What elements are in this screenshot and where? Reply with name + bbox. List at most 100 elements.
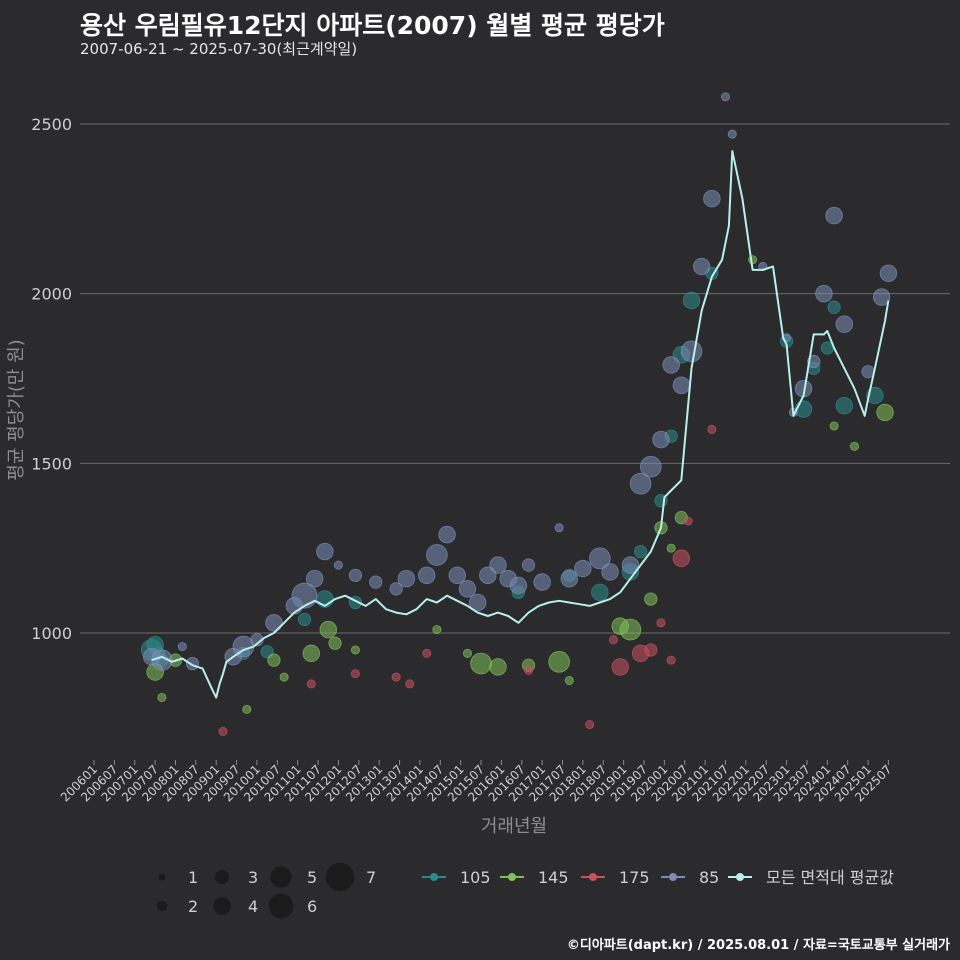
point-85	[554, 523, 564, 533]
point-175	[608, 635, 618, 645]
point-85	[835, 315, 853, 333]
legend-label: 모든 면적대 평균값	[766, 868, 894, 887]
legend-key-dot	[508, 873, 516, 881]
size-legend-label: 4	[248, 897, 258, 916]
point-85	[369, 575, 383, 589]
point-145	[548, 651, 570, 673]
point-85	[489, 556, 507, 574]
legend-key-dot	[430, 873, 438, 881]
size-legend-circle-1	[158, 873, 166, 881]
point-175	[524, 665, 534, 675]
point-85	[316, 542, 334, 561]
point-85	[418, 566, 436, 585]
point-145	[279, 672, 289, 682]
point-85	[879, 264, 898, 283]
x-axis-ticks: 2006012006072007012007072008012008072009…	[58, 760, 895, 805]
point-175	[666, 655, 676, 665]
y-tick-label: 1500	[31, 454, 72, 473]
point-145	[432, 625, 442, 635]
average-line	[151, 150, 890, 699]
point-85	[825, 206, 843, 225]
point-85	[438, 525, 456, 544]
point-175	[306, 679, 316, 689]
point-85	[448, 566, 466, 585]
point-85	[872, 288, 891, 306]
point-145	[644, 592, 658, 606]
point-85	[589, 547, 611, 570]
point-175	[391, 672, 401, 682]
point-145	[319, 620, 337, 639]
size-legend-circle-7	[325, 862, 355, 892]
point-175	[683, 516, 693, 526]
legend-label: 145	[538, 868, 569, 887]
point-85	[680, 340, 703, 363]
size-legend-circle-4	[213, 897, 231, 915]
point-85	[389, 582, 403, 596]
point-145	[619, 618, 642, 641]
y-axis-ticks: 1000 1500 2000 2500	[31, 115, 72, 643]
point-175	[656, 618, 666, 628]
point-145	[242, 704, 252, 714]
point-85	[177, 642, 187, 652]
point-145	[328, 636, 342, 650]
point-85	[703, 189, 721, 208]
point-85	[621, 556, 640, 574]
point-105	[591, 583, 609, 601]
point-85	[639, 455, 662, 478]
source-credit: ©디아파트(dapt.kr) / 2025.08.01 / 자료=국토교통부 실…	[566, 938, 950, 953]
data-points	[140, 92, 898, 736]
point-175	[672, 549, 691, 568]
point-175	[644, 643, 658, 657]
point-175	[422, 648, 432, 658]
point-85	[815, 284, 833, 303]
size-legend-circle-3	[214, 869, 230, 885]
legend-label: 85	[699, 868, 719, 887]
point-145	[849, 441, 859, 451]
legend-key-dot	[736, 873, 744, 881]
point-145	[302, 644, 320, 663]
point-85	[468, 593, 487, 612]
point-85	[509, 576, 528, 595]
point-85	[693, 257, 711, 276]
size-legend-circle-5	[270, 866, 292, 888]
size-legend-label: 7	[366, 868, 376, 887]
point-145	[829, 421, 839, 431]
chart-title: 용산 우림필유12단지 아파트(2007) 월별 평균 평당가	[80, 11, 665, 40]
size-legend-label: 2	[188, 897, 198, 916]
point-175	[707, 424, 717, 434]
size-legend-circle-2	[156, 900, 168, 912]
chart-subtitle: 2007-06-21 ~ 2025-07-30(최근계약일)	[80, 40, 358, 58]
point-105	[297, 612, 312, 627]
point-105	[682, 291, 701, 310]
size-legend-label: 1	[188, 868, 198, 887]
legend-key-dot	[589, 873, 597, 881]
point-85	[185, 656, 200, 671]
color-legend: 105 145 175 85 모든 면적대 평균값	[422, 868, 894, 887]
point-85	[458, 580, 477, 598]
point-145	[462, 648, 472, 658]
point-105	[633, 544, 648, 559]
legend-label: 105	[460, 868, 491, 887]
point-145	[489, 658, 507, 676]
legend-label: 175	[619, 868, 650, 887]
size-legend-label: 6	[307, 897, 317, 916]
grid-lines	[80, 123, 950, 634]
average-line-layer	[151, 150, 890, 699]
point-145	[666, 543, 676, 553]
point-85	[348, 568, 363, 582]
size-legend-label: 5	[307, 868, 317, 887]
point-85	[333, 560, 343, 570]
y-tick-label: 1000	[31, 624, 72, 643]
point-145	[470, 652, 492, 675]
y-tick-label: 2000	[31, 285, 72, 304]
point-145	[564, 676, 574, 686]
point-85	[601, 563, 619, 581]
point-85	[574, 559, 592, 578]
point-145	[350, 645, 360, 655]
point-145	[157, 692, 167, 702]
point-175	[611, 658, 629, 676]
size-legend-circle-6	[268, 893, 294, 919]
x-axis-label: 거래년월	[481, 816, 547, 837]
point-85	[662, 356, 680, 374]
